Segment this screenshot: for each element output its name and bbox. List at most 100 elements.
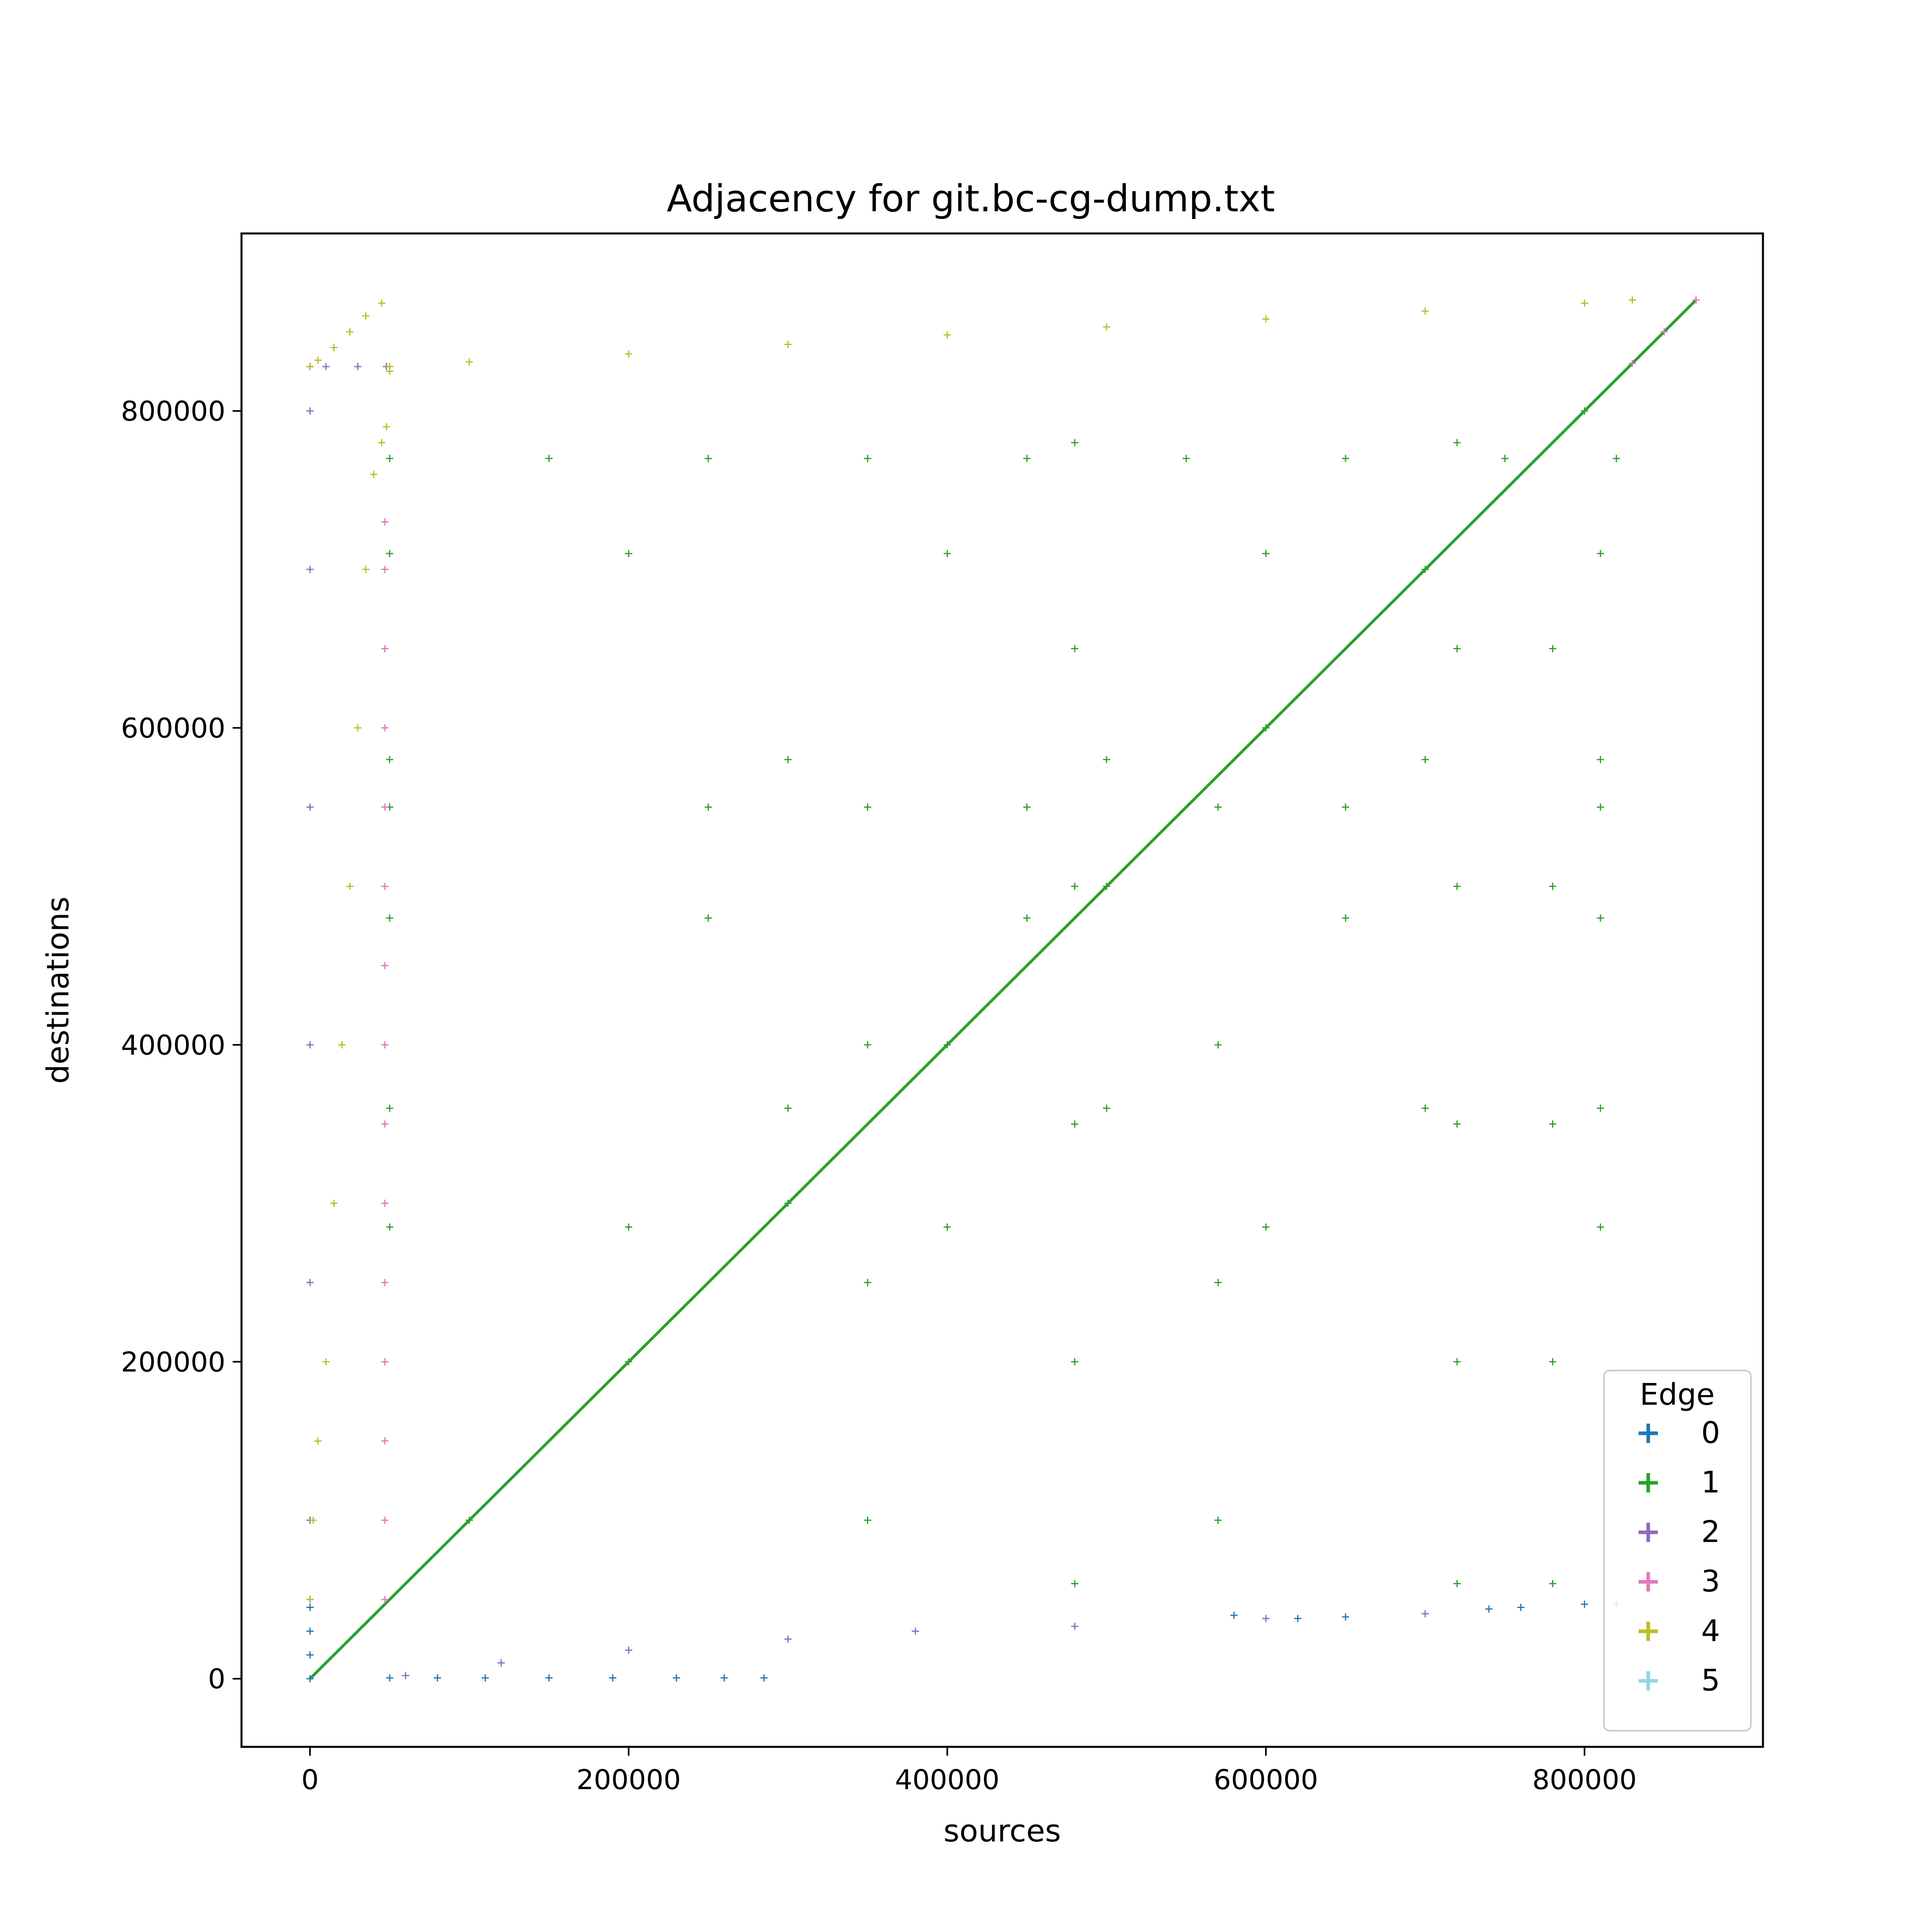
data-point: [381, 1437, 389, 1445]
x-tick-label: 800000: [1532, 1764, 1637, 1796]
data-point: [1071, 1120, 1079, 1128]
data-point: [1517, 1604, 1525, 1611]
series-3: [381, 296, 1700, 1603]
data-point: [625, 1223, 632, 1231]
data-point: [784, 1199, 792, 1207]
data-point: [1183, 455, 1190, 462]
data-point: [943, 331, 951, 339]
x-tick-label: 400000: [895, 1764, 1000, 1796]
data-point: [381, 1120, 389, 1128]
data-point: [1629, 359, 1636, 367]
data-point: [1071, 1580, 1079, 1587]
data-point: [1294, 1615, 1302, 1622]
x-tick-label: 0: [301, 1764, 319, 1796]
data-point: [381, 1596, 389, 1603]
data-point: [330, 1199, 338, 1207]
data-point: [1597, 756, 1604, 764]
y-tick-label: 0: [208, 1664, 225, 1695]
data-point: [943, 550, 951, 557]
data-point: [1421, 307, 1429, 315]
y-axis-label: destinations: [40, 896, 76, 1084]
data-point: [943, 1223, 951, 1231]
x-tick-label: 200000: [576, 1764, 681, 1796]
data-point: [1453, 1120, 1461, 1128]
data-point: [381, 518, 389, 526]
data-point: [864, 1279, 871, 1286]
data-point: [306, 566, 314, 573]
data-point: [760, 1674, 768, 1682]
data-point: [625, 1646, 632, 1654]
data-point: [1549, 883, 1556, 890]
data-point: [1485, 1605, 1493, 1613]
data-point: [1103, 883, 1110, 890]
plot-area: [306, 296, 1700, 1682]
data-point: [1214, 1041, 1222, 1049]
data-point: [306, 1596, 314, 1603]
data-point: [1597, 914, 1604, 922]
data-point: [346, 328, 354, 336]
data-point: [306, 1675, 314, 1682]
data-point: [1103, 1104, 1110, 1112]
data-point: [381, 962, 389, 969]
data-point: [386, 914, 394, 922]
data-point: [673, 1674, 680, 1682]
data-point: [1262, 1223, 1270, 1231]
data-point: [1549, 1580, 1556, 1587]
data-point: [386, 550, 394, 557]
legend-entries: 0 1 2 3 4 5: [1639, 1416, 1720, 1698]
data-point: [1262, 724, 1270, 732]
y-tick-label: 400000: [121, 1030, 225, 1061]
data-point: [1071, 1622, 1079, 1630]
data-point: [306, 363, 314, 370]
data-point: [306, 1627, 314, 1635]
data-point: [1597, 1104, 1604, 1112]
data-point: [1501, 455, 1509, 462]
data-point: [784, 1635, 792, 1643]
data-point: [1421, 756, 1429, 764]
plot-frame: [240, 232, 1764, 1748]
data-point: [1549, 1358, 1556, 1366]
data-point: [1453, 883, 1461, 890]
data-point: [1023, 914, 1031, 922]
data-point: [1660, 328, 1668, 336]
data-point: [381, 1358, 389, 1366]
series-4: [306, 296, 1636, 1603]
data-point: [381, 803, 389, 811]
data-point: [784, 1104, 792, 1112]
data-point: [720, 1674, 728, 1682]
data-point: [314, 356, 322, 364]
data-point: [1453, 645, 1461, 652]
data-point: [1071, 1358, 1079, 1366]
data-point: [306, 803, 314, 811]
x-axis-label: sources: [943, 1813, 1061, 1849]
legend-marker-3: [1639, 1572, 1658, 1591]
data-point: [338, 1041, 346, 1049]
data-point: [314, 1437, 322, 1445]
data-point: [1023, 455, 1031, 462]
data-point: [306, 407, 314, 415]
legend-box: [1603, 1370, 1752, 1732]
data-point: [1597, 1223, 1604, 1231]
x-axis: 0 200000 400000 600000 800000: [301, 1747, 1637, 1796]
data-point: [1214, 803, 1222, 811]
y-tick-label: 600000: [121, 712, 225, 744]
data-point: [370, 471, 378, 478]
data-point: [943, 1041, 951, 1049]
legend-marker-1: [1639, 1473, 1658, 1492]
data-point: [330, 344, 338, 351]
data-point: [625, 350, 632, 358]
legend-marker-4: [1639, 1622, 1658, 1641]
data-point: [306, 1279, 314, 1286]
diagonal-line: [309, 299, 1697, 1680]
data-point: [346, 883, 354, 890]
data-point: [1692, 296, 1700, 304]
data-point: [362, 312, 369, 320]
data-point: [306, 1041, 314, 1049]
data-point: [381, 566, 389, 573]
data-point: [1453, 1358, 1461, 1366]
data-point: [381, 1516, 389, 1524]
data-point: [381, 1279, 389, 1286]
data-point: [1342, 455, 1349, 462]
data-point: [386, 756, 394, 764]
